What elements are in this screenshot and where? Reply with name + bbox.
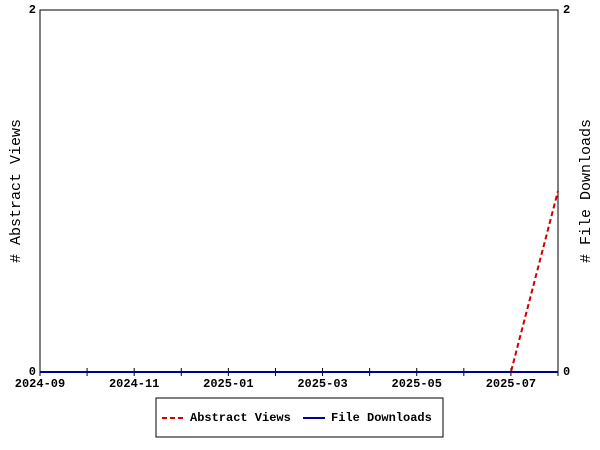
legend-label: Abstract Views [190, 411, 291, 425]
legend-box [155, 397, 444, 438]
y2-axis-title: # File Downloads [578, 119, 595, 263]
x-tick-label: 2025-07 [486, 377, 536, 391]
y-axis-title: # Abstract Views [8, 119, 25, 263]
x-tick-label: 2024-09 [15, 377, 65, 391]
y2-tick-label: 0 [563, 365, 570, 379]
x-tick-label: 2024-11 [109, 377, 159, 391]
series-line [40, 190, 559, 373]
y-tick-label: 2 [29, 3, 36, 17]
plot-frame [39, 9, 559, 373]
x-tick-label: 2025-05 [392, 377, 442, 391]
x-tick-label: 2025-03 [297, 377, 347, 391]
y2-tick-label: 2 [563, 3, 570, 17]
legend-label: File Downloads [331, 411, 432, 425]
x-tick-label: 2025-01 [203, 377, 253, 391]
y-tick-label: 0 [29, 365, 36, 379]
